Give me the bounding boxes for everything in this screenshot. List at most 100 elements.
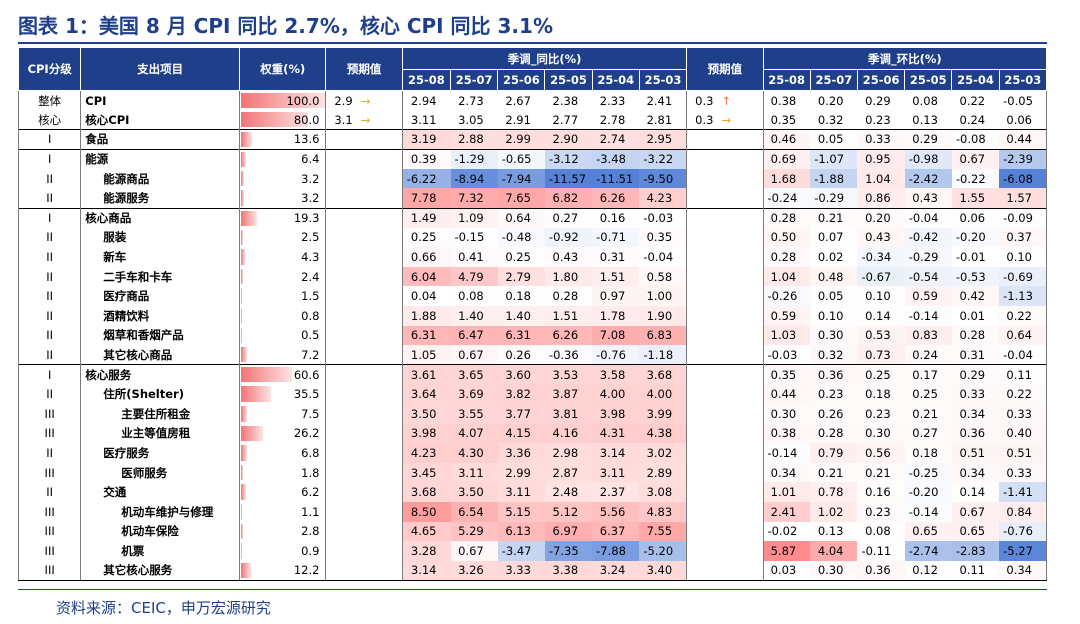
- cell-yoy-value: 3.40: [639, 560, 688, 581]
- cell-mom-value: 0.05: [810, 129, 858, 150]
- weight-value: 4.3: [301, 250, 320, 265]
- table-row: II 住所(Shelter) 35.5 3.64 3.69 3.82 3.87 4.00 4.0…: [17, 384, 1048, 404]
- cell-yoy-value: -3.47: [497, 541, 545, 561]
- cell-weight: 13.6: [239, 129, 327, 150]
- weight-bar: [241, 190, 244, 206]
- table-row: II 能源服务 3.2 7.78 7.32 7.65 6.82 6.26 4.23 -0.24 -0…: [17, 188, 1048, 209]
- cell-yoy-value: 0.25: [497, 247, 545, 267]
- cell-yoy-value: 3.28: [401, 541, 451, 561]
- weight-value: 26.2: [293, 426, 320, 441]
- cell-item-name: 机动车维护与修理: [80, 501, 241, 522]
- cell-mom-value: 0.67: [951, 148, 1000, 169]
- cell-weight: 6.4: [239, 148, 327, 169]
- cell-weight: 2.8: [239, 521, 327, 542]
- cell-mom-value: -0.34: [857, 247, 905, 267]
- cell-level: I: [17, 148, 82, 169]
- cell-mom-value: -0.04: [999, 345, 1048, 365]
- header-month: 25-08: [762, 69, 811, 91]
- forecast-value: 2.9: [334, 93, 353, 108]
- cell-mom-value: -0.04: [904, 207, 952, 228]
- cell-mom-value: -0.69: [999, 266, 1048, 287]
- cell-yoy-value: 6.31: [401, 325, 451, 346]
- cell-mom-value: 0.25: [857, 364, 905, 385]
- header-month: 25-04: [951, 69, 1000, 91]
- cpi-breakdown-table: CPI分级 支出项目 权重(%) 预期值 季调_同比(%) 预期值 季调_环比(…: [17, 47, 1048, 581]
- cell-forecast-yoy: [325, 207, 403, 228]
- cell-yoy-value: 7.65: [497, 188, 545, 209]
- cell-level: III: [17, 521, 82, 542]
- cell-mom-value: 2.41: [762, 501, 811, 522]
- cell-yoy-value: 2.74: [592, 129, 640, 150]
- cell-yoy-value: 0.97: [592, 286, 640, 307]
- cell-yoy-value: 4.31: [592, 423, 640, 444]
- cell-weight: 35.5: [239, 384, 327, 404]
- cell-weight: 1.5: [239, 286, 327, 307]
- table-row: I 核心服务 60.6 3.61 3.65 3.60 3.53 3.58 3.68 0.35 0.3…: [17, 364, 1048, 385]
- cell-mom-value: 0.14: [951, 482, 1000, 502]
- cell-yoy-value: 6.82: [544, 188, 593, 209]
- cell-yoy-value: 2.87: [544, 462, 593, 483]
- header-month: 25-04: [591, 69, 640, 91]
- cell-yoy-value: 4.07: [450, 423, 498, 444]
- cell-yoy-value: 3.11: [592, 462, 640, 483]
- cell-mom-value: 0.13: [810, 521, 858, 542]
- cell-mom-value: 0.23: [857, 501, 905, 522]
- cell-mom-value: 0.25: [904, 384, 952, 404]
- cell-mom-value: 0.02: [810, 247, 858, 267]
- cell-mom-value: -0.08: [951, 129, 1000, 150]
- cell-yoy-value: 3.14: [401, 560, 451, 581]
- cell-mom-value: 0.48: [810, 266, 858, 287]
- weight-value: 2.8: [301, 524, 320, 539]
- cell-forecast-mom: [686, 482, 764, 502]
- header-yoy-group: 季调_同比(%): [401, 47, 688, 70]
- table-row: III 机动车维护与修理 1.1 8.50 6.54 5.15 5.12 5.56 4.83 2.…: [17, 501, 1048, 522]
- cell-forecast-yoy: [325, 384, 403, 404]
- cell-mom-value: 1.01: [762, 482, 811, 502]
- cell-yoy-value: 1.90: [639, 306, 688, 326]
- cell-yoy-value: 0.35: [639, 227, 688, 248]
- weight-value: 1.5: [301, 289, 320, 304]
- cell-yoy-value: 4.30: [450, 443, 498, 463]
- cell-mom-value: 0.50: [762, 227, 811, 248]
- cell-mom-value: 0.44: [762, 384, 811, 404]
- cell-forecast-yoy: [325, 443, 403, 463]
- cell-yoy-value: -7.88: [592, 541, 640, 561]
- weight-value: 6.2: [301, 485, 320, 500]
- weight-bar: [241, 210, 258, 226]
- cell-mom-value: 0.10: [857, 286, 905, 307]
- cell-item-name: 交通: [80, 482, 241, 502]
- cell-mom-value: -0.54: [904, 266, 952, 287]
- cell-yoy-value: 3.50: [401, 404, 451, 424]
- header-month: 25-08: [401, 69, 452, 91]
- cell-yoy-value: -0.48: [497, 227, 545, 248]
- cell-mom-value: 0.36: [951, 423, 1000, 444]
- cell-weight: 12.2: [239, 560, 327, 581]
- cell-yoy-value: -6.22: [401, 168, 451, 189]
- cell-mom-value: 0.18: [904, 443, 952, 463]
- cell-mom-value: 0.21: [810, 462, 858, 483]
- cell-forecast-yoy: [325, 247, 403, 267]
- cell-item-name: 业主等值房租: [80, 423, 241, 444]
- cell-yoy-value: 4.23: [639, 188, 688, 209]
- cell-mom-value: -0.20: [951, 227, 1000, 248]
- cell-yoy-value: 0.64: [497, 207, 545, 228]
- weight-bar: [241, 562, 252, 578]
- cell-yoy-value: 6.13: [497, 521, 545, 542]
- table-row: II 交通 6.2 3.68 3.50 3.11 2.48 2.37 3.08 1.01 0.78 0…: [17, 482, 1048, 502]
- cell-yoy-value: 3.11: [450, 462, 498, 483]
- cell-item-name: CPI: [80, 90, 241, 111]
- cell-mom-value: 0.23: [810, 384, 858, 404]
- weight-value: 0.8: [301, 308, 320, 323]
- cell-mom-value: 0.30: [762, 404, 811, 424]
- cell-yoy-value: 8.50: [401, 501, 451, 522]
- cell-mom-value: 0.33: [857, 129, 905, 150]
- cell-weight: 7.2: [239, 345, 327, 365]
- cell-mom-value: 0.05: [810, 286, 858, 307]
- cell-yoy-value: 2.77: [552, 112, 579, 127]
- cell-mom-value: -0.76: [999, 521, 1048, 542]
- cell-forecast-yoy: [325, 188, 403, 209]
- weight-bar: [241, 112, 309, 128]
- cell-mom-value: 0.83: [904, 325, 952, 346]
- cell-mom-value: 0.53: [857, 325, 905, 346]
- cell-yoy-value: 6.31: [497, 325, 545, 346]
